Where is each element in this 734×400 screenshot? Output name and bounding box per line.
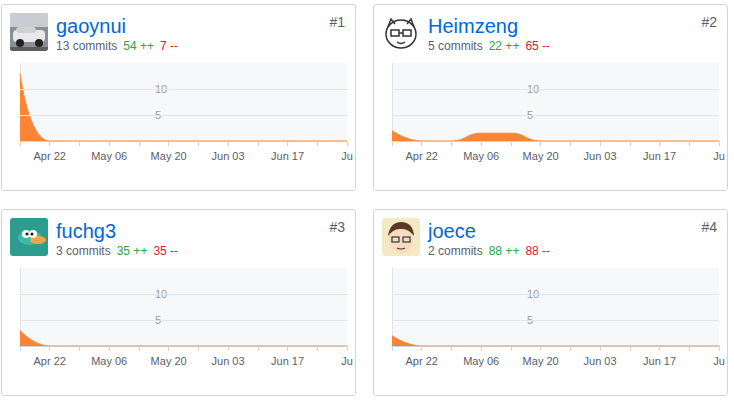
svg-text:10: 10 [155, 83, 168, 95]
svg-text:Apr 22: Apr 22 [34, 150, 66, 162]
svg-text:Apr 22: Apr 22 [406, 355, 438, 367]
svg-text:Ju: Ju [341, 355, 353, 367]
svg-text:5: 5 [527, 314, 534, 326]
svg-text:10: 10 [527, 83, 540, 95]
svg-text:May 06: May 06 [463, 150, 499, 162]
svg-text:10: 10 [155, 288, 168, 300]
svg-text:Jun 03: Jun 03 [212, 150, 245, 162]
html-text:35 --: 35 -- [153, 244, 179, 258]
svg-text:Jun 17: Jun 17 [271, 355, 304, 367]
html-text:5 commits: 5 commits [428, 39, 483, 53]
html-text:54 ++: 54 ++ [123, 39, 155, 53]
html-text:#2: #2 [701, 14, 717, 30]
svg-text:5: 5 [155, 109, 162, 121]
svg-text:May 06: May 06 [91, 355, 127, 367]
html-text:35 ++: 35 ++ [116, 244, 148, 258]
svg-text:Ju: Ju [713, 355, 725, 367]
html-text:2 commits: 2 commits [428, 244, 483, 258]
svg-text:5: 5 [155, 314, 162, 326]
html-text:joece: joece [428, 220, 476, 242]
svg-text:Apr 22: Apr 22 [34, 355, 66, 367]
svg-text:Jun 17: Jun 17 [643, 355, 676, 367]
svg-text:Jun 17: Jun 17 [643, 150, 676, 162]
svg-text:May 20: May 20 [151, 355, 187, 367]
svg-text:May 20: May 20 [523, 150, 559, 162]
html-text:3 commits: 3 commits [56, 244, 111, 258]
svg-text:May 06: May 06 [463, 355, 499, 367]
html-text:fuchg3: fuchg3 [56, 220, 117, 242]
svg-text:Apr 22: Apr 22 [406, 150, 438, 162]
svg-text:May 20: May 20 [151, 150, 187, 162]
html-text:#1: #1 [329, 14, 345, 30]
svg-text:Jun 17: Jun 17 [271, 150, 304, 162]
svg-text:Jun 03: Jun 03 [584, 150, 617, 162]
html-text:#3: #3 [329, 219, 345, 235]
html-text:13 commits: 13 commits [56, 39, 118, 53]
html-text:88 ++: 88 ++ [488, 244, 520, 258]
svg-text:5: 5 [527, 109, 534, 121]
svg-text:May 20: May 20 [523, 355, 559, 367]
html-text:gaoynui: gaoynui [56, 15, 127, 37]
svg-text:Jun 03: Jun 03 [212, 355, 245, 367]
html-text:88 --: 88 -- [525, 244, 551, 258]
svg-text:Jun 03: Jun 03 [584, 355, 617, 367]
svg-text:May 06: May 06 [91, 150, 127, 162]
html-text:65 --: 65 -- [525, 39, 551, 53]
svg-text:10: 10 [527, 288, 540, 300]
svg-text:Ju: Ju [713, 150, 725, 162]
svg-text:Ju: Ju [341, 150, 353, 162]
html-text:#4: #4 [701, 219, 717, 235]
html-text:22 ++: 22 ++ [488, 39, 520, 53]
html-text:7 --: 7 -- [160, 39, 179, 53]
html-text:Heimzeng: Heimzeng [428, 15, 518, 37]
